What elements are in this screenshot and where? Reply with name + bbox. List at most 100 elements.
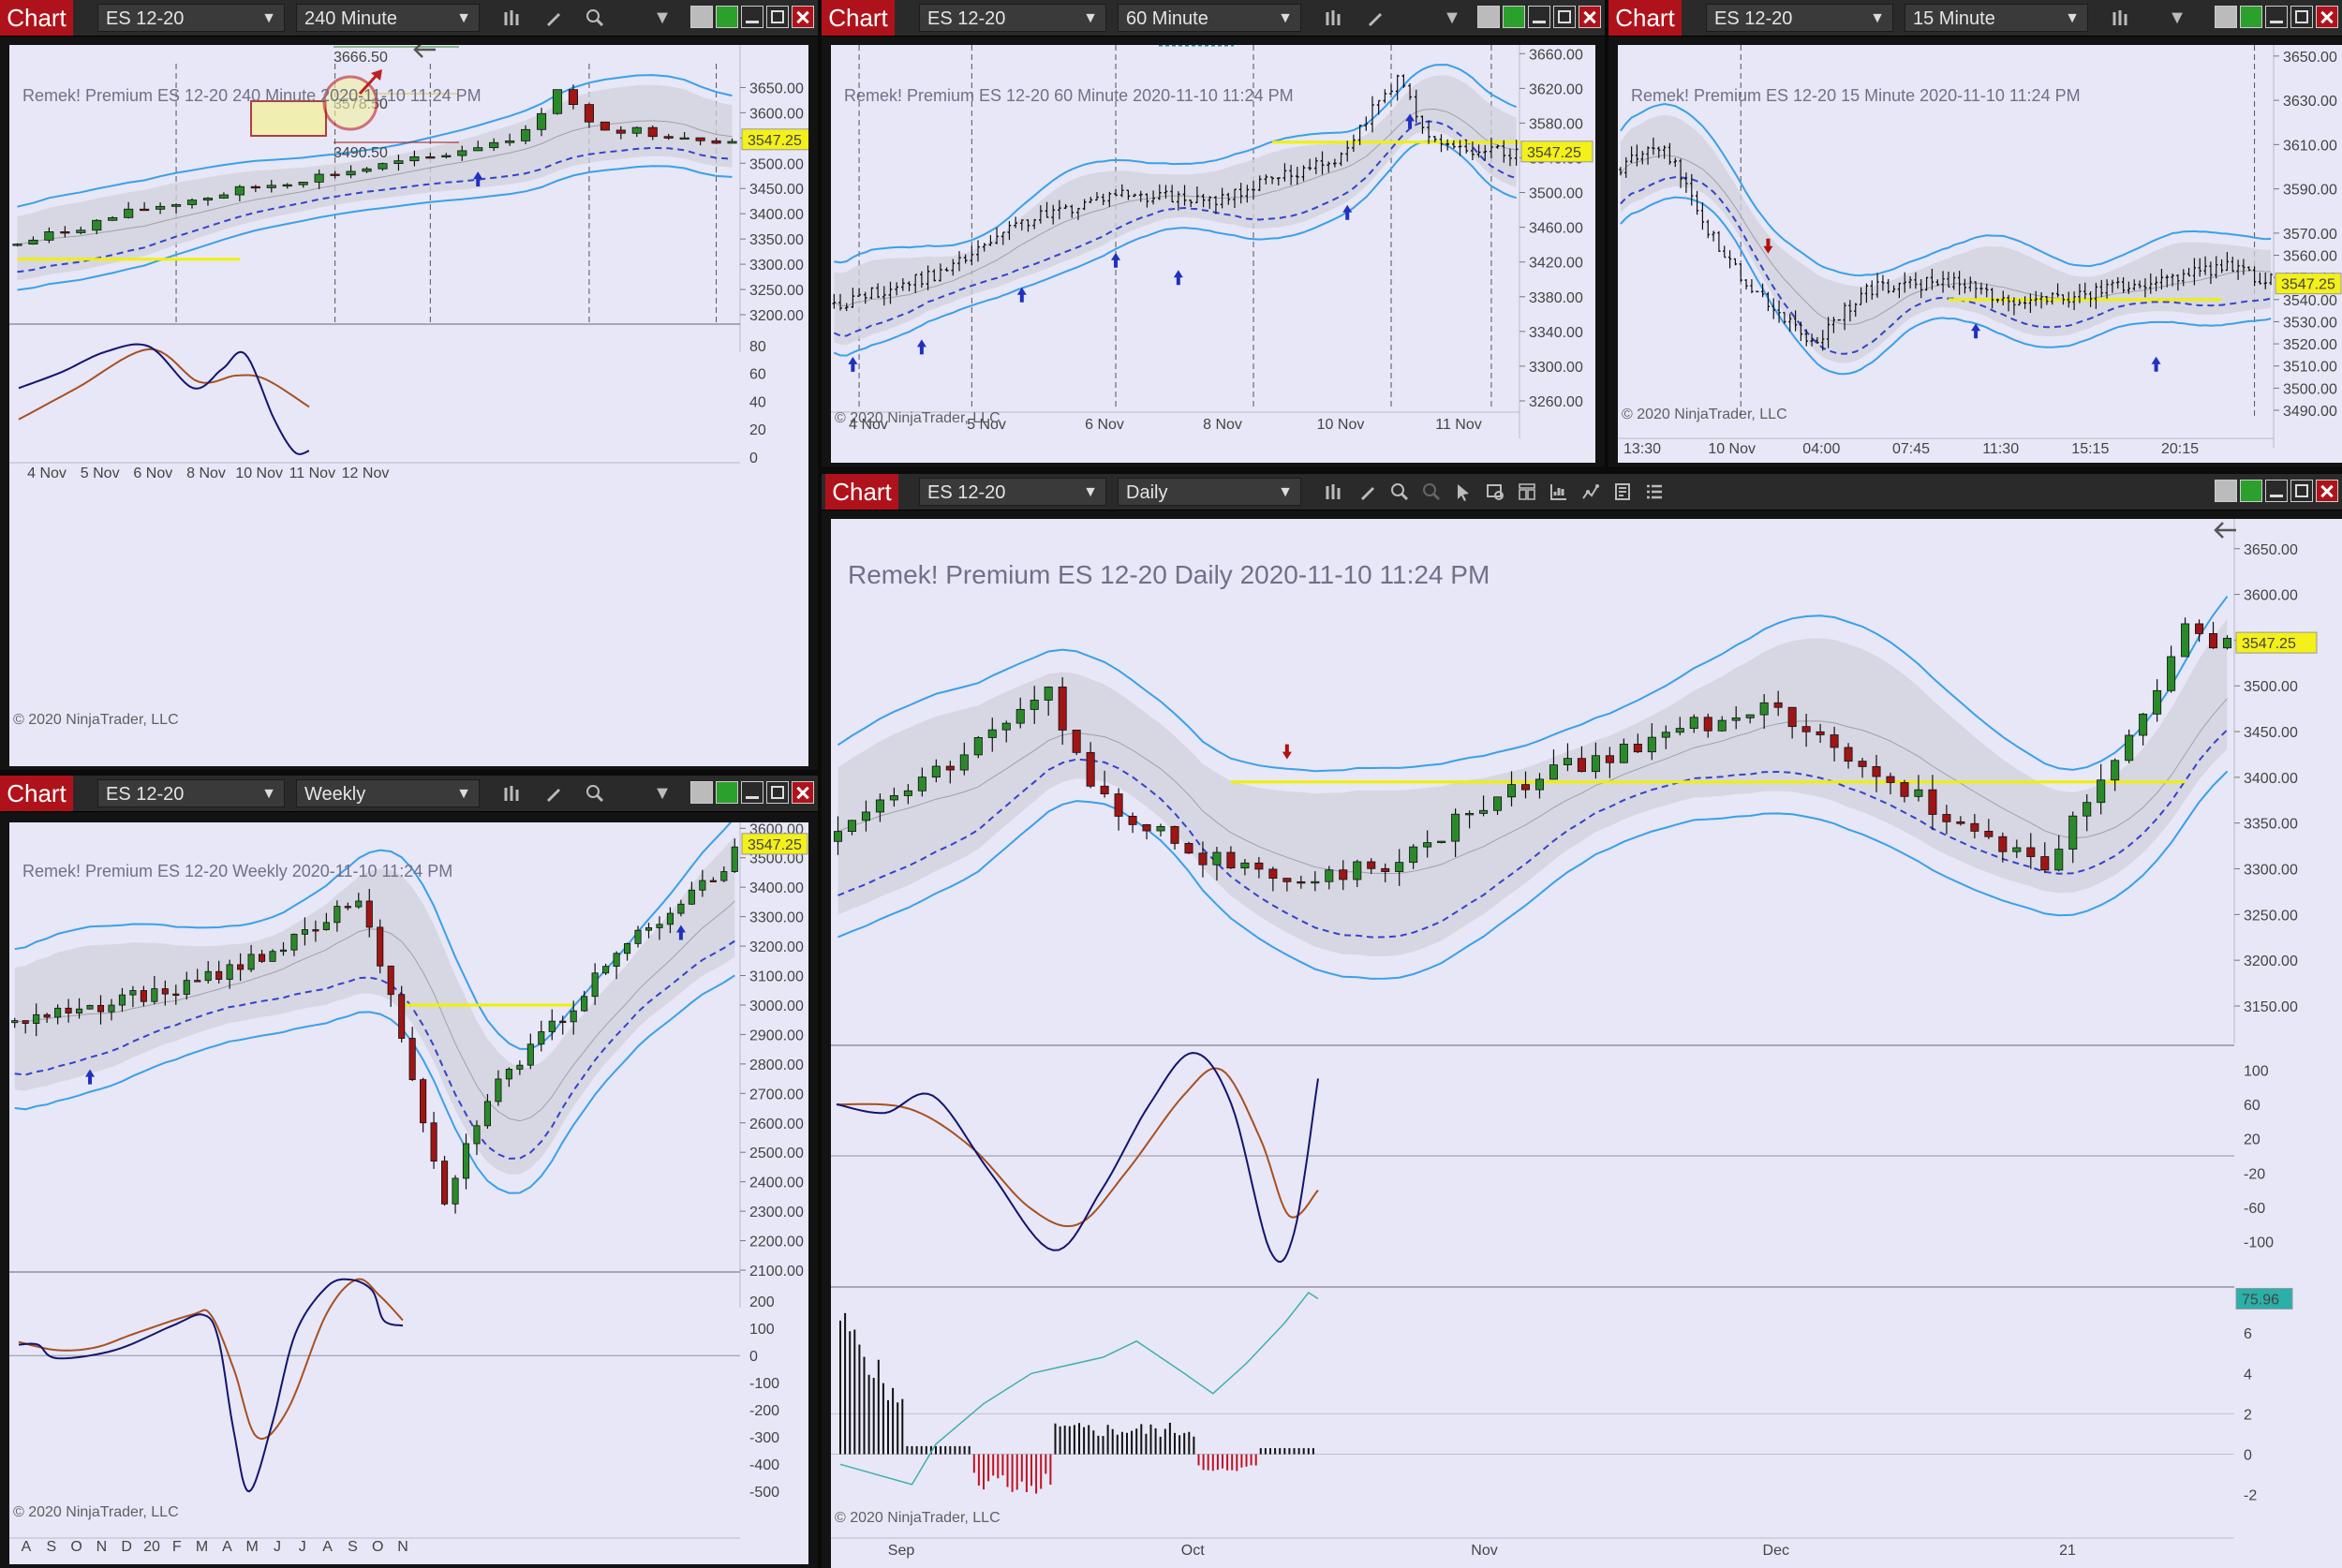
toolbar-more-dropdown-icon[interactable]: ▼: [2168, 7, 2186, 28]
chart-menu-button[interactable]: Chart: [0, 0, 73, 36]
candle-body: [695, 137, 705, 141]
drawing-tool-pencil-icon[interactable]: [1356, 480, 1380, 504]
y-axis-label: 3200.00: [2244, 954, 2298, 969]
y-axis-label: 2900.00: [749, 1028, 804, 1043]
window-color-link-icon[interactable]: [716, 781, 738, 804]
candle-body: [11, 1020, 19, 1024]
chart-area[interactable]: 3650.003600.003550.003500.003450.003400.…: [9, 45, 808, 766]
candle-body: [663, 136, 674, 139]
candle-body: [322, 922, 330, 930]
instrument-selector[interactable]: ES 12-20 ▼: [919, 478, 1106, 506]
chart-menu-button[interactable]: Chart: [825, 474, 898, 510]
chart-menu-button[interactable]: Chart: [822, 0, 895, 36]
candle-body: [1282, 878, 1292, 882]
toolbar-more-dropdown-icon[interactable]: ▼: [653, 783, 672, 804]
x-axis-label: 11 Nov: [289, 466, 336, 481]
strategies-icon[interactable]: [1579, 480, 1603, 504]
drawing-tool-pencil-icon[interactable]: [541, 6, 566, 30]
close-button[interactable]: [792, 6, 814, 28]
window-link-icon[interactable]: [2215, 6, 2237, 28]
drawing-tool-pencil-icon[interactable]: [541, 781, 566, 806]
close-button[interactable]: [1579, 6, 1601, 28]
chart-trader-icon[interactable]: [1515, 480, 1539, 504]
maximize-button[interactable]: [2290, 480, 2313, 502]
candle-body: [1520, 784, 1531, 791]
minimize-button[interactable]: [741, 6, 763, 28]
data-box-icon[interactable]: [1483, 480, 1507, 504]
window-color-link-icon[interactable]: [716, 6, 738, 28]
bar-type-icon[interactable]: [1322, 480, 1346, 504]
maximize-button[interactable]: [1553, 6, 1576, 28]
minimize-button[interactable]: [741, 781, 763, 804]
maximize-button[interactable]: [766, 6, 789, 28]
zoom-out-icon[interactable]: [1419, 480, 1444, 504]
candle-body: [129, 990, 137, 996]
chart-area[interactable]: 3600.00 3500.00 3400.00 3300.00 3200.00 3100.…: [9, 822, 808, 1564]
interval-selector[interactable]: Daily ▼: [1118, 478, 1301, 506]
close-button[interactable]: [792, 781, 814, 804]
minimize-button[interactable]: [2265, 6, 2288, 28]
chart-area[interactable]: 3650.00 3630.00 3610.00 3590.00 3570.00 3560.…: [1618, 45, 2342, 463]
instrument-selector[interactable]: ES 12-20 ▼: [919, 4, 1106, 32]
templates-icon[interactable]: [1610, 480, 1635, 504]
interval-selector[interactable]: 60 Minute ▼: [1118, 4, 1301, 32]
window-link-icon[interactable]: [690, 6, 713, 28]
x-axis-label: Sep: [888, 1543, 915, 1559]
toolbar-more-dropdown-icon[interactable]: ▼: [1443, 7, 1461, 28]
candle-body: [452, 1177, 459, 1205]
x-axis-label: M: [246, 1539, 259, 1555]
window-link-icon[interactable]: [1477, 6, 1500, 28]
bar-type-icon[interactable]: [500, 6, 525, 30]
x-axis-label: N: [96, 1539, 108, 1555]
x-axis-label: Oct: [1181, 1543, 1205, 1559]
instrument-selector[interactable]: ES 12-20 ▼: [1706, 4, 1893, 32]
candle-body: [1493, 796, 1503, 811]
candle-body: [441, 155, 452, 157]
signal-arrow-icon: [1405, 113, 1416, 129]
zoom-in-icon[interactable]: [1387, 480, 1412, 504]
y-axis-label: 2200.00: [749, 1235, 804, 1250]
candle-body: [959, 754, 969, 771]
bar-type-icon[interactable]: [2109, 6, 2133, 30]
window-link-icon[interactable]: [2215, 480, 2237, 502]
bar-type-icon[interactable]: [500, 781, 525, 806]
chart-menu-button[interactable]: Chart: [1608, 0, 1682, 36]
chart-title: Remek! Premium ES 12-20 Daily 2020-11-10…: [848, 560, 1490, 589]
candle-body: [1605, 755, 1614, 763]
candle-body: [505, 140, 515, 143]
maximize-button[interactable]: [2290, 6, 2313, 28]
interval-selector[interactable]: Weekly ▼: [296, 779, 480, 807]
close-button[interactable]: [2316, 480, 2338, 502]
candle-body: [1226, 851, 1236, 869]
properties-list-icon[interactable]: [1642, 480, 1667, 504]
window-color-link-icon[interactable]: [2240, 480, 2262, 502]
maximize-button[interactable]: [766, 781, 789, 804]
zoom-icon[interactable]: [583, 781, 607, 806]
indicators-icon[interactable]: [1547, 480, 1571, 504]
instrument-selector[interactable]: ES 12-20 ▼: [97, 4, 285, 32]
window-color-link-icon[interactable]: [2240, 6, 2262, 28]
close-button[interactable]: [2316, 6, 2338, 28]
instrument-selector[interactable]: ES 12-20 ▼: [97, 779, 285, 807]
candle-body: [1353, 861, 1362, 880]
interval-selector[interactable]: 240 Minute ▼: [296, 4, 480, 32]
zoom-icon[interactable]: [583, 6, 607, 30]
minimize-button[interactable]: [2265, 480, 2288, 502]
last-price-tag: [741, 128, 808, 151]
chevron-down-icon: ▼: [261, 10, 276, 26]
toolbar-more-dropdown-icon[interactable]: ▼: [653, 7, 672, 28]
window-link-icon[interactable]: [690, 781, 713, 804]
chart-area[interactable]: 3660.003620.003580.003540.003500.003460.…: [831, 45, 1595, 463]
bar-type-icon[interactable]: [1322, 6, 1346, 30]
candle-body: [398, 994, 406, 1039]
window-color-link-icon[interactable]: [1503, 6, 1525, 28]
candle-body: [699, 880, 706, 891]
chart-area[interactable]: 3650.003600.003550.003500.003450.003400.…: [831, 519, 2342, 1568]
minimize-button[interactable]: [1528, 6, 1550, 28]
pointer-icon[interactable]: [1451, 480, 1475, 504]
signal-arrow-icon: [1763, 238, 1773, 254]
indicator-value-tag: [2235, 1287, 2293, 1309]
interval-selector[interactable]: 15 Minute ▼: [1905, 4, 2088, 32]
chart-menu-button[interactable]: Chart: [0, 776, 73, 811]
drawing-tool-pencil-icon[interactable]: [1363, 6, 1387, 30]
